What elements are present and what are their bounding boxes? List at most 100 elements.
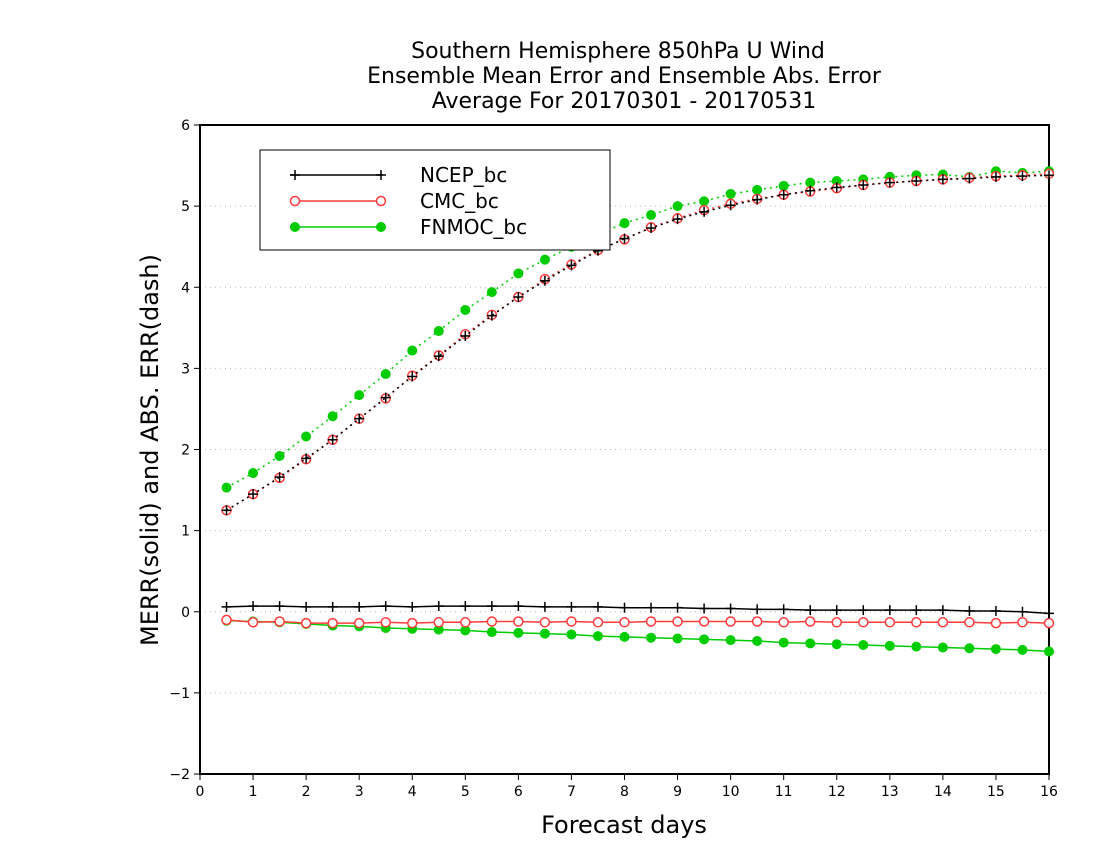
legend-label: FNMOC_bc: [420, 215, 527, 239]
merr-point: [327, 601, 338, 612]
series-cmc-bc: [221, 168, 1055, 629]
merr-point: [274, 601, 285, 612]
merr-point: [274, 616, 285, 627]
merr-point: [858, 640, 869, 651]
merr-point: [672, 633, 683, 644]
abs-err-point: [354, 413, 365, 424]
abs-err-line: [226, 170, 1050, 489]
abs-err-point: [725, 200, 736, 211]
merr-point: [300, 617, 312, 629]
merr-point: [592, 617, 604, 628]
merr-point: [911, 617, 922, 628]
merr-point: [1017, 606, 1028, 617]
merr-point: [698, 616, 710, 627]
merr-point: [460, 617, 471, 628]
merr-point: [566, 629, 577, 640]
merr-point: [592, 601, 603, 612]
y-tick-label: −1: [169, 686, 190, 702]
legend-marker: [375, 195, 387, 207]
merr-point: [725, 616, 736, 627]
merr-point: [937, 642, 948, 653]
merr-point: [1017, 644, 1028, 655]
abs-err-point: [619, 233, 630, 244]
merr-point: [248, 601, 259, 612]
legend-item: FNMOC_bc: [290, 215, 527, 239]
abs-err-point: [433, 326, 444, 337]
x-tick-label: 13: [881, 784, 899, 800]
abs-err-point: [646, 210, 657, 221]
abs-err-point: [672, 214, 683, 225]
merr-point: [433, 617, 445, 628]
merr-point: [778, 604, 789, 615]
legend-box: [259, 149, 611, 251]
abs-err-point: [699, 206, 710, 217]
abs-err-point: [566, 260, 577, 271]
abs-err-point: [990, 171, 1001, 182]
abs-err-point: [911, 175, 922, 186]
legend-marker: [289, 195, 301, 207]
abs-err-point: [884, 177, 895, 188]
merr-point: [539, 601, 550, 612]
merr-point: [646, 632, 657, 643]
abs-err-point: [831, 182, 842, 193]
merr-point: [1044, 608, 1054, 619]
abs-err-point: [327, 434, 338, 445]
merr-point: [539, 628, 550, 639]
merr-point: [353, 617, 365, 629]
abs-err-point: [248, 489, 259, 500]
x-tick-label: 9: [673, 784, 682, 800]
abs-err-point: [1044, 170, 1054, 181]
abs-err-point: [380, 369, 391, 380]
merr-point: [1017, 617, 1028, 628]
abs-err-point: [539, 254, 550, 265]
merr-point: [778, 637, 789, 648]
merr-point: [884, 617, 896, 628]
x-axis-label: Forecast days: [541, 811, 707, 839]
x-tick-label: 8: [620, 784, 629, 800]
merr-point: [911, 605, 922, 616]
merr-point: [380, 601, 391, 612]
x-tick-label: 10: [722, 784, 740, 800]
y-tick-label: 1: [181, 524, 190, 540]
abs-err-point: [354, 390, 365, 401]
abs-err-point: [301, 431, 312, 442]
abs-err-point: [486, 310, 497, 321]
merr-point: [646, 602, 657, 613]
x-tick-label: 16: [1040, 784, 1058, 800]
merr-point: [990, 617, 1002, 629]
merr-point: [327, 617, 338, 629]
merr-point: [486, 616, 498, 627]
x-tick-label: 11: [775, 784, 793, 800]
abs-err-point: [752, 184, 763, 195]
abs-err-point: [486, 287, 497, 298]
merr-point: [937, 617, 949, 628]
merr-point: [831, 639, 842, 650]
abs-err-point: [248, 468, 259, 479]
chart-title-line-1: Southern Hemisphere 850hPa U Wind: [411, 39, 825, 64]
abs-err-point: [646, 223, 657, 234]
abs-err-point: [672, 201, 683, 212]
legend-label: CMC_bc: [420, 189, 499, 213]
x-tick-label: 7: [567, 784, 576, 800]
abs-err-point: [805, 185, 816, 196]
merr-point: [804, 616, 816, 627]
merr-point: [990, 644, 1001, 655]
abs-err-point: [964, 173, 975, 184]
legend-marker: [376, 222, 386, 232]
x-tick-label: 6: [514, 784, 523, 800]
merr-point: [486, 601, 497, 612]
merr-point: [354, 601, 365, 612]
merr-point: [407, 601, 418, 612]
x-tick-label: 2: [302, 784, 311, 800]
abs-err-point: [407, 371, 418, 382]
merr-point: [672, 602, 683, 613]
legend-marker: [290, 170, 300, 180]
merr-point: [460, 601, 471, 612]
merr-point: [592, 631, 603, 642]
legend-item: CMC_bc: [289, 189, 499, 213]
x-tick-label: 4: [408, 784, 417, 800]
x-tick-label: 1: [249, 784, 258, 800]
chart-title-line-2: Ensemble Mean Error and Ensemble Abs. Er…: [367, 64, 882, 89]
